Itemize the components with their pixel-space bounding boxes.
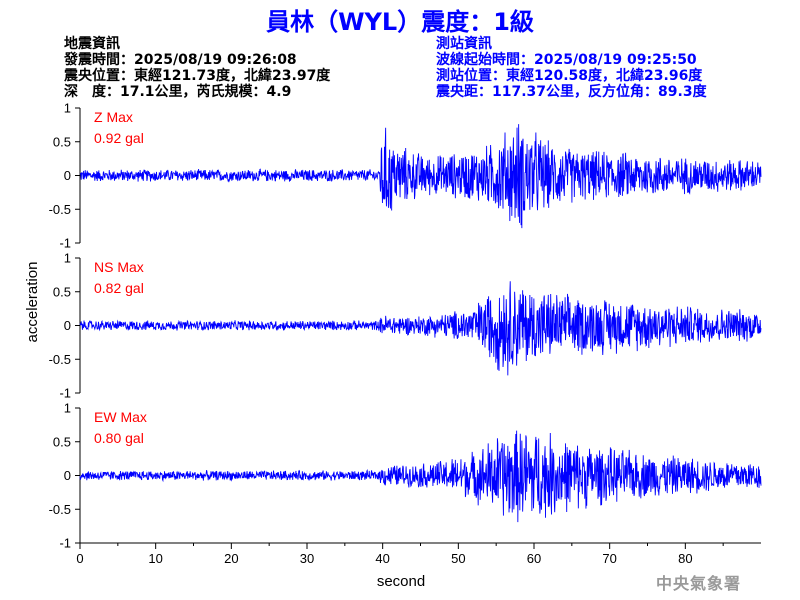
series-name-2: EW Max [94, 409, 147, 425]
waveform-0 [79, 124, 762, 229]
y-tick-label: -1 [59, 386, 71, 401]
station-location: 測站位置：東經120.58度，北緯23.96度 [436, 68, 703, 84]
x-tick-label: 30 [300, 551, 314, 566]
x-axis-label: second [377, 573, 425, 590]
x-tick-label: 10 [148, 551, 162, 566]
depth-magnitude: 深 度：17.1公里，芮氏規模：4.9 [64, 84, 292, 100]
y-tick-label: 1 [64, 401, 71, 416]
y-tick-label: -0.5 [49, 502, 71, 517]
y-tick-label: 1 [64, 101, 71, 116]
series-name-0: Z Max [94, 109, 133, 125]
earthquake-info-heading: 地震資訊 [64, 36, 120, 52]
y-tick-label: 1 [64, 251, 71, 266]
series-max-2: 0.80 gal [94, 430, 144, 446]
y-tick-label: -1 [59, 236, 71, 251]
y-tick-label: 0.5 [53, 434, 71, 449]
y-tick-label: 0 [64, 468, 71, 483]
station-info-heading: 測站資訊 [436, 36, 492, 52]
epicenter: 震央位置：東經121.73度，北緯23.97度 [64, 68, 331, 84]
y-tick-label: -1 [59, 536, 71, 551]
x-tick-label: 60 [527, 551, 541, 566]
x-tick-label: 80 [678, 551, 692, 566]
y-tick-label: 0.5 [53, 134, 71, 149]
station-info: 測站資訊 波線起始時間：2025/08/19 09:25:50 測站位置：東經1… [436, 36, 707, 100]
agency-name: 中央氣象署 [656, 574, 742, 593]
series-name-1: NS Max [94, 259, 144, 275]
x-tick-label: 50 [451, 551, 465, 566]
origin-time: 發震時間：2025/08/19 09:26:08 [64, 52, 297, 68]
series-max-0: 0.92 gal [94, 130, 144, 146]
x-tick-label: 20 [224, 551, 238, 566]
earthquake-info: 地震資訊 發震時間：2025/08/19 09:26:08 震央位置：東經121… [64, 36, 330, 100]
page-title: 員林（WYL）震度：1級 [266, 8, 534, 36]
x-tick-label: 0 [76, 551, 83, 566]
epicentral-distance: 震央距：117.37公里，反方位角：89.3度 [436, 84, 707, 100]
waveform-2 [79, 430, 762, 523]
y-tick-label: 0.5 [53, 284, 71, 299]
x-tick-label: 70 [602, 551, 616, 566]
y-tick-label: 0 [64, 318, 71, 333]
series-max-1: 0.82 gal [94, 280, 144, 296]
x-tick-label: 40 [375, 551, 389, 566]
y-tick-label: -0.5 [49, 202, 71, 217]
y-tick-label: -0.5 [49, 352, 71, 367]
waveform-1 [79, 281, 762, 376]
y-tick-label: 0 [64, 168, 71, 183]
wave-start-time: 波線起始時間：2025/08/19 09:25:50 [436, 52, 697, 68]
y-axis-label: acceleration [24, 262, 41, 343]
